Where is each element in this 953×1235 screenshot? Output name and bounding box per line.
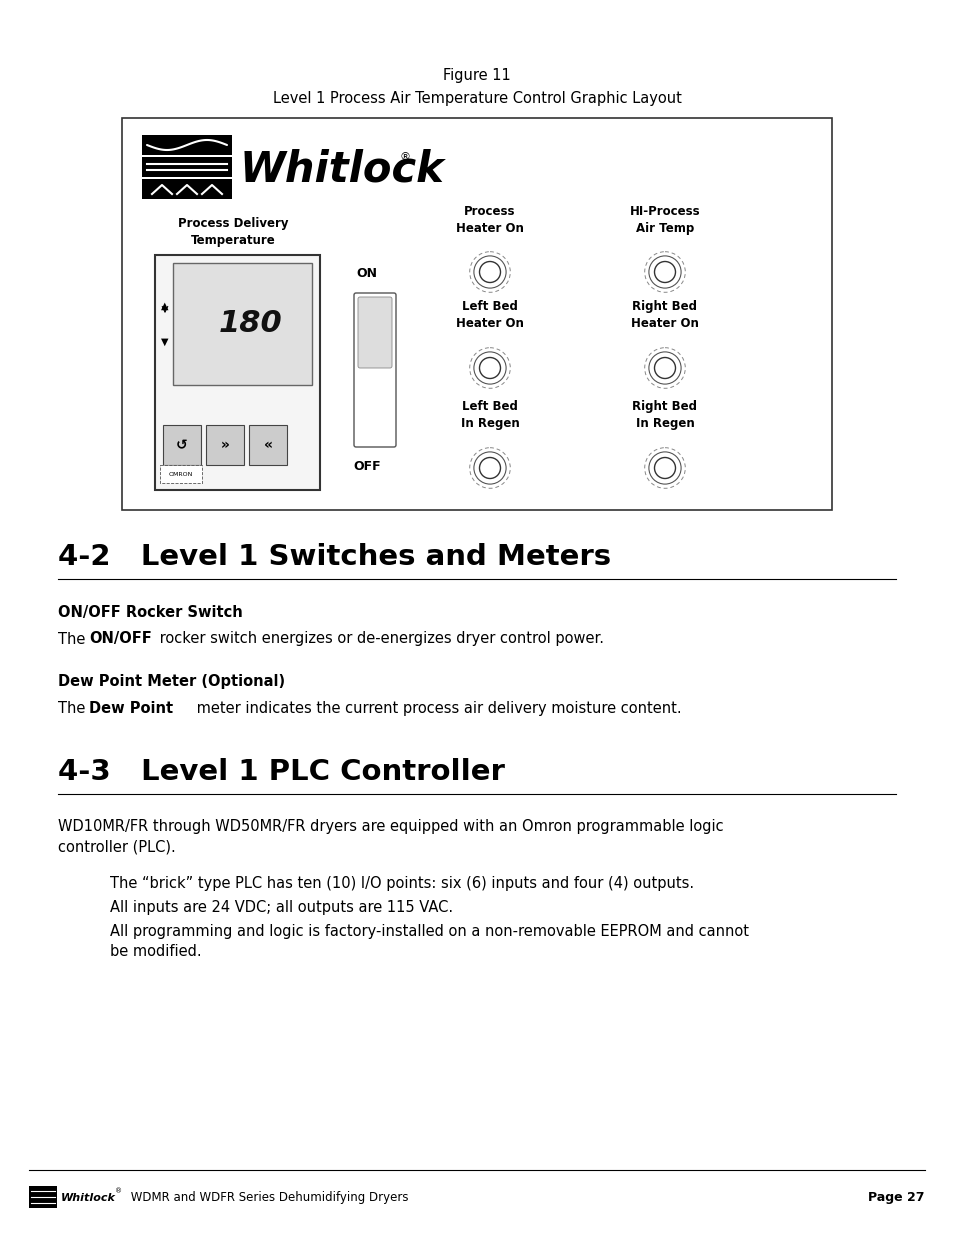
Text: ▼: ▼ — [161, 337, 169, 347]
Text: Process Delivery
Temperature: Process Delivery Temperature — [177, 217, 288, 247]
Text: The: The — [58, 631, 90, 646]
Text: Dew Point Meter (Optional): Dew Point Meter (Optional) — [58, 674, 285, 689]
Text: «: « — [263, 438, 273, 452]
Bar — [154, 254, 319, 490]
Text: Right Bed
Heater On: Right Bed Heater On — [630, 300, 699, 330]
FancyBboxPatch shape — [354, 293, 395, 447]
Bar — [142, 157, 232, 177]
Text: Left Bed
Heater On: Left Bed Heater On — [456, 300, 523, 330]
Text: ON/OFF Rocker Switch: ON/OFF Rocker Switch — [58, 604, 242, 620]
Text: The “brick” type PLC has ten (10) I/O points: six (6) inputs and four (4) output: The “brick” type PLC has ten (10) I/O po… — [110, 877, 694, 892]
Text: WDMR and WDFR Series Dehumidifying Dryers: WDMR and WDFR Series Dehumidifying Dryer… — [127, 1192, 408, 1204]
Text: All inputs are 24 VDC; all outputs are 115 VAC.: All inputs are 24 VDC; all outputs are 1… — [110, 900, 453, 915]
Text: ®: ® — [115, 1188, 122, 1194]
Text: »: » — [220, 438, 230, 452]
Text: All programming and logic is factory-installed on a non-removable EEPROM and can: All programming and logic is factory-ins… — [110, 925, 748, 940]
Text: Dew Point: Dew Point — [89, 701, 172, 716]
Text: Page 27: Page 27 — [867, 1192, 924, 1204]
Text: 4-3   Level 1 PLC Controller: 4-3 Level 1 PLC Controller — [58, 758, 504, 785]
Text: HI-Process
Air Temp: HI-Process Air Temp — [629, 205, 700, 235]
Bar — [160, 466, 202, 483]
Bar — [142, 135, 232, 156]
Bar — [163, 425, 201, 466]
Bar — [142, 179, 232, 199]
Text: WD10MR/FR through WD50MR/FR dryers are equipped with an Omron programmable logic: WD10MR/FR through WD50MR/FR dryers are e… — [58, 820, 723, 835]
Text: be modified.: be modified. — [110, 945, 201, 960]
Text: Whitlock: Whitlock — [240, 148, 444, 190]
Text: ON: ON — [356, 267, 377, 279]
Bar — [29, 1186, 57, 1208]
Text: Left Bed
In Regen: Left Bed In Regen — [460, 400, 518, 430]
Text: controller (PLC).: controller (PLC). — [58, 840, 175, 855]
Text: meter indicates the current process air delivery moisture content.: meter indicates the current process air … — [192, 701, 680, 716]
Text: Figure 11: Figure 11 — [442, 68, 511, 83]
Text: 180: 180 — [218, 310, 282, 338]
Text: ON/OFF: ON/OFF — [89, 631, 152, 646]
Text: rocker switch energizes or de-energizes dryer control power.: rocker switch energizes or de-energizes … — [154, 631, 603, 646]
Text: ®: ® — [399, 152, 411, 163]
Text: The: The — [58, 701, 90, 716]
Text: 4-2   Level 1 Switches and Meters: 4-2 Level 1 Switches and Meters — [58, 543, 611, 571]
Bar — [206, 425, 244, 466]
Bar — [249, 425, 287, 466]
Text: ▲: ▲ — [161, 301, 169, 311]
Bar — [172, 263, 312, 385]
FancyBboxPatch shape — [357, 296, 392, 368]
Text: OMRON: OMRON — [169, 472, 193, 477]
Text: Whitlock: Whitlock — [61, 1193, 115, 1203]
Text: Level 1 Process Air Temperature Control Graphic Layout: Level 1 Process Air Temperature Control … — [273, 90, 680, 105]
Bar — [122, 119, 831, 510]
Text: OFF: OFF — [353, 461, 380, 473]
Text: Process
Heater On: Process Heater On — [456, 205, 523, 235]
Text: ↺: ↺ — [176, 438, 188, 452]
Text: Right Bed
In Regen: Right Bed In Regen — [632, 400, 697, 430]
